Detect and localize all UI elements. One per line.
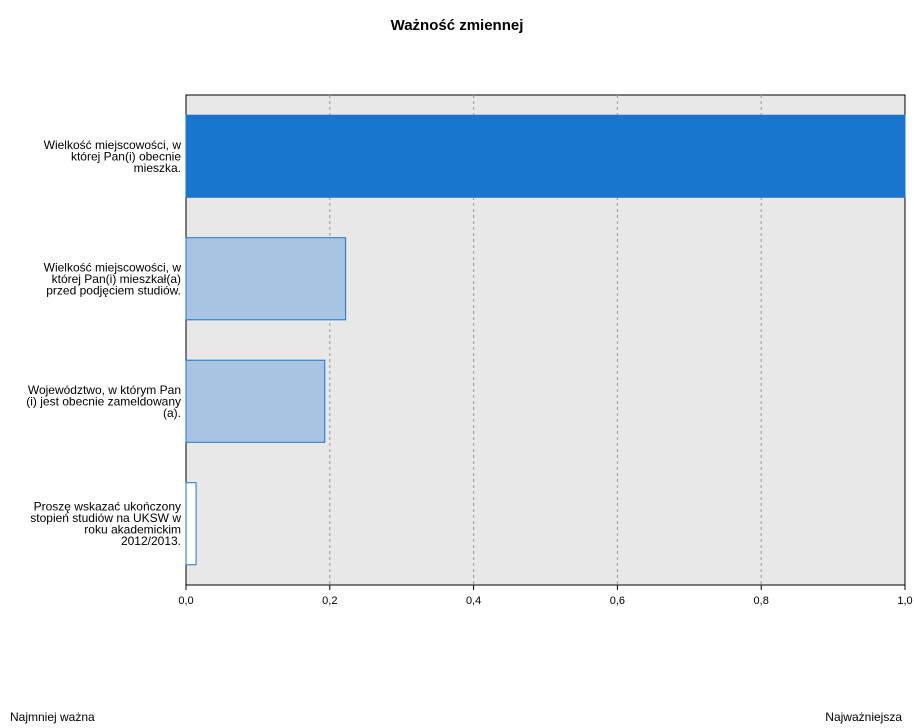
bars	[185, 114, 906, 566]
category-label: Wielkość miejscowości, w której Pan(i) mi…	[44, 260, 182, 297]
legend-low-label: Najmniej ważna	[10, 710, 95, 724]
legend-high-label: Najważniejsza	[825, 710, 902, 724]
x-tick-label: 0,8	[754, 595, 769, 607]
bar	[185, 237, 347, 321]
x-tick-label: 0,2	[322, 595, 337, 607]
bar	[185, 482, 197, 566]
chart-title: Ważność zmiennej	[391, 17, 524, 34]
category-label: Województwo, w którym Pan (i) jest obecni…	[26, 383, 181, 420]
bar	[185, 359, 326, 443]
category-label: Proszę wskazać ukończony stopień studiów …	[30, 500, 181, 549]
x-tick-label: 0,0	[178, 595, 193, 607]
x-tick-label: 0,4	[466, 595, 481, 607]
category-label: Wielkość miejscowości, w której Pan(i) ob…	[44, 138, 182, 175]
x-tick-label: 0,6	[610, 595, 625, 607]
x-axis-ticks: 0,0 0,2 0,4 0,6 0,8 1,0	[178, 585, 913, 607]
y-axis-labels: Wielkość miejscowości, w której Pan(i) ob…	[26, 138, 181, 548]
x-tick-label: 1,0	[897, 595, 912, 607]
bar	[185, 114, 906, 198]
grid-lines	[329, 95, 762, 585]
